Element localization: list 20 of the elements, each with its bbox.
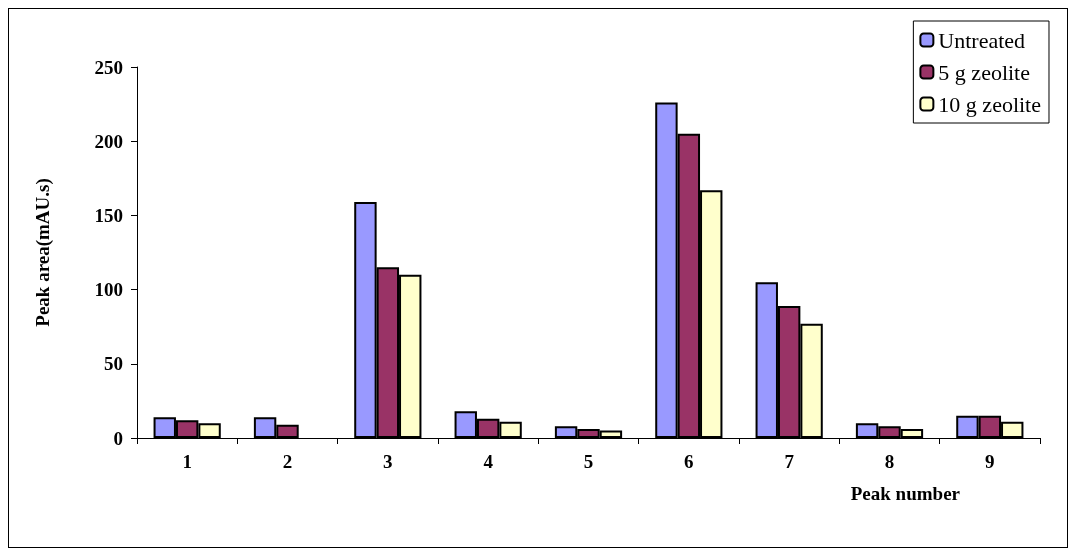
x-tick-label: 8 <box>884 451 895 472</box>
x-tick-label: 7 <box>784 451 795 472</box>
y-tick-label: 250 <box>94 56 123 78</box>
y-tick-label: 0 <box>113 427 123 449</box>
y-tick-label: 200 <box>94 130 123 152</box>
y-axis-title: Peak area(mAU.s) <box>32 178 54 327</box>
legend-label: 10 g zeolite <box>938 91 1042 117</box>
x-tick-label: 6 <box>684 451 694 472</box>
legend-label: 5 g zeolite <box>938 59 1031 85</box>
x-tick-label: 9 <box>985 451 995 472</box>
y-tick-label: 100 <box>94 279 123 301</box>
y-tick-label: 150 <box>94 204 123 226</box>
x-tick-label: 5 <box>583 451 594 472</box>
x-tick-label: 4 <box>483 451 494 472</box>
y-tick-label: 50 <box>104 353 123 375</box>
x-tick-label: 2 <box>282 451 293 472</box>
x-axis-title: Peak number <box>850 483 961 504</box>
x-tick-label: 1 <box>182 451 192 472</box>
legend-label: Untreated <box>938 27 1026 53</box>
x-tick-label: 3 <box>383 451 393 472</box>
